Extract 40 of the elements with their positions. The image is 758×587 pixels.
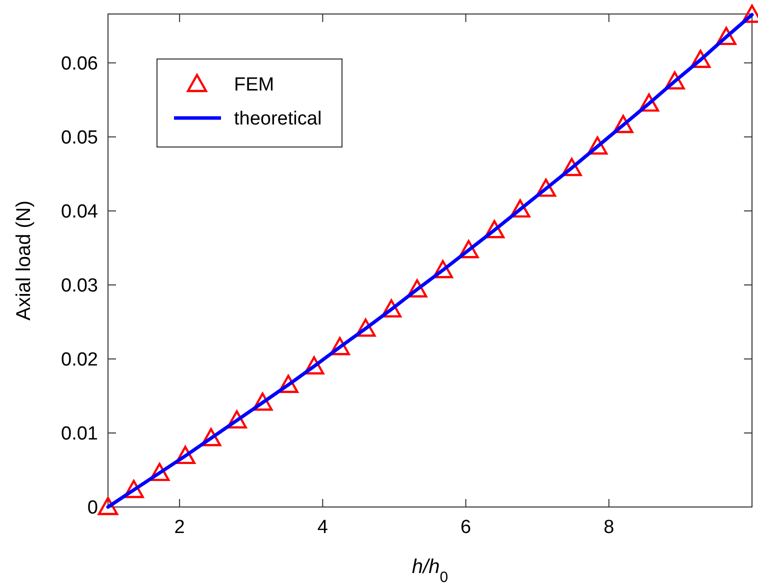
point [149, 462, 170, 482]
x-axis-title: h/h$_{0}$ [412, 556, 448, 586]
y-axis-title: Axial load (N) [13, 200, 35, 321]
point [432, 260, 453, 278]
point [716, 26, 736, 46]
point [587, 136, 608, 155]
legend-label: FEM [234, 74, 274, 96]
x-tick-label: 2 [174, 517, 185, 538]
point [226, 410, 247, 428]
point [252, 392, 273, 411]
point [536, 178, 556, 197]
point [356, 318, 376, 337]
y-tick-label: 0.02 [61, 350, 98, 371]
y-tick-label: 0 [87, 498, 98, 519]
point [690, 50, 711, 68]
point [613, 114, 634, 134]
y-tick-label: 0.06 [61, 54, 98, 75]
point [278, 374, 298, 393]
point [304, 356, 324, 374]
point [664, 71, 685, 90]
point [562, 158, 582, 176]
y-tick-label: 0.04 [61, 202, 98, 223]
x-tick-label: 6 [460, 517, 472, 538]
point [381, 299, 402, 318]
point [200, 428, 222, 446]
point [175, 446, 196, 464]
point [124, 480, 144, 498]
point [458, 240, 479, 258]
point [407, 279, 428, 298]
point [510, 199, 530, 218]
point [484, 220, 504, 238]
point [638, 93, 660, 112]
point [98, 496, 118, 516]
x-tick-label: 8 [604, 517, 614, 538]
y-tick-label: 0.01 [61, 424, 98, 445]
point [330, 337, 350, 356]
x-tick-label: 4 [317, 517, 328, 538]
y-tick-label: 0.05 [61, 128, 98, 149]
y-tick-label: 0.03 [61, 276, 98, 297]
legend-label: theoretical [234, 108, 322, 130]
